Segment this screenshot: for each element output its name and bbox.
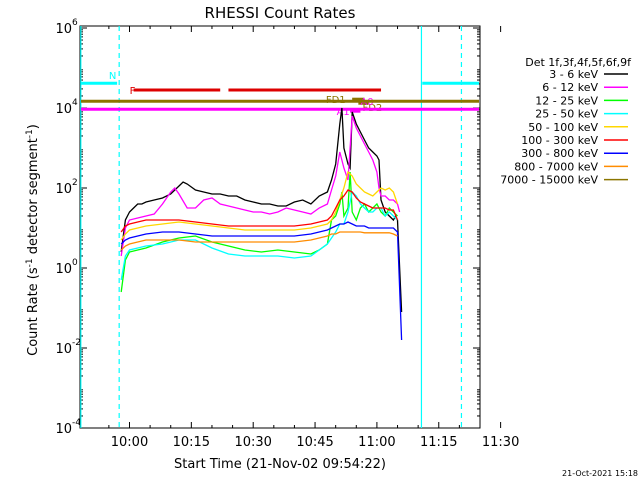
y-tick-label: 10 [55,422,72,437]
x-axis-label: Start Time (21-Nov-02 09:54:22) [174,457,386,472]
y-tick-exponent: 2 [72,178,78,188]
y-tick-label: 10 [55,22,72,37]
legend-entry-label: 25 - 50 keV [535,108,598,121]
series-line [120,221,403,341]
state-bar-label: F [130,86,136,97]
y-tick-label: 10 [55,102,72,117]
plot-frame [79,25,481,429]
legend-title: Det 1f,3f,4f,5f,6f,9f [525,56,632,69]
y-tick-label: 10 [55,182,72,197]
legend-entry-label: 12 - 25 keV [535,94,598,107]
state-bar-label: A1 [337,107,350,118]
legend-entry-label: 7000 - 15000 keV [500,174,598,187]
series-line [120,189,399,233]
x-tick-label: 11:15 [420,435,457,450]
chart-title: RHESSI Count Rates [205,4,356,22]
y-tick-label: 10 [55,262,72,277]
legend-entry-label: 50 - 100 keV [528,121,598,134]
series-line [120,171,398,293]
y-tick-exponent: -4 [72,418,81,428]
legend-entry-label: 300 - 800 keV [521,147,598,160]
x-tick-label: 10:15 [173,435,210,450]
series-line [120,107,403,313]
state-bar-label: N [109,71,116,82]
y-tick-label: 10 [55,342,72,357]
series-line [120,231,398,251]
y-tick-exponent: 0 [72,258,78,268]
series-line [120,115,401,257]
x-tick-label: 10:30 [234,435,271,450]
y-tick-exponent: 4 [72,98,78,108]
legend-entry-label: 800 - 7000 keV [514,160,598,173]
legend-entry-label: 6 - 12 keV [542,81,598,94]
legend-entry-label: 100 - 300 keV [521,134,598,147]
x-tick-label: 11:30 [482,435,519,450]
x-tick-label: 10:45 [296,435,333,450]
x-tick-label: 10:00 [111,435,148,450]
series-line [120,170,399,241]
footer-timestamp: 21-Oct-2021 15:18 [562,469,638,478]
legend-entry-label: 3 - 6 keV [549,68,598,81]
series-line [120,190,398,281]
y-axis-label: Count Rate (s-1 detector segment-1) [25,124,41,356]
y-tick-exponent: -2 [72,338,81,348]
x-tick-label: 11:00 [358,435,395,450]
y-tick-exponent: 6 [72,18,78,28]
